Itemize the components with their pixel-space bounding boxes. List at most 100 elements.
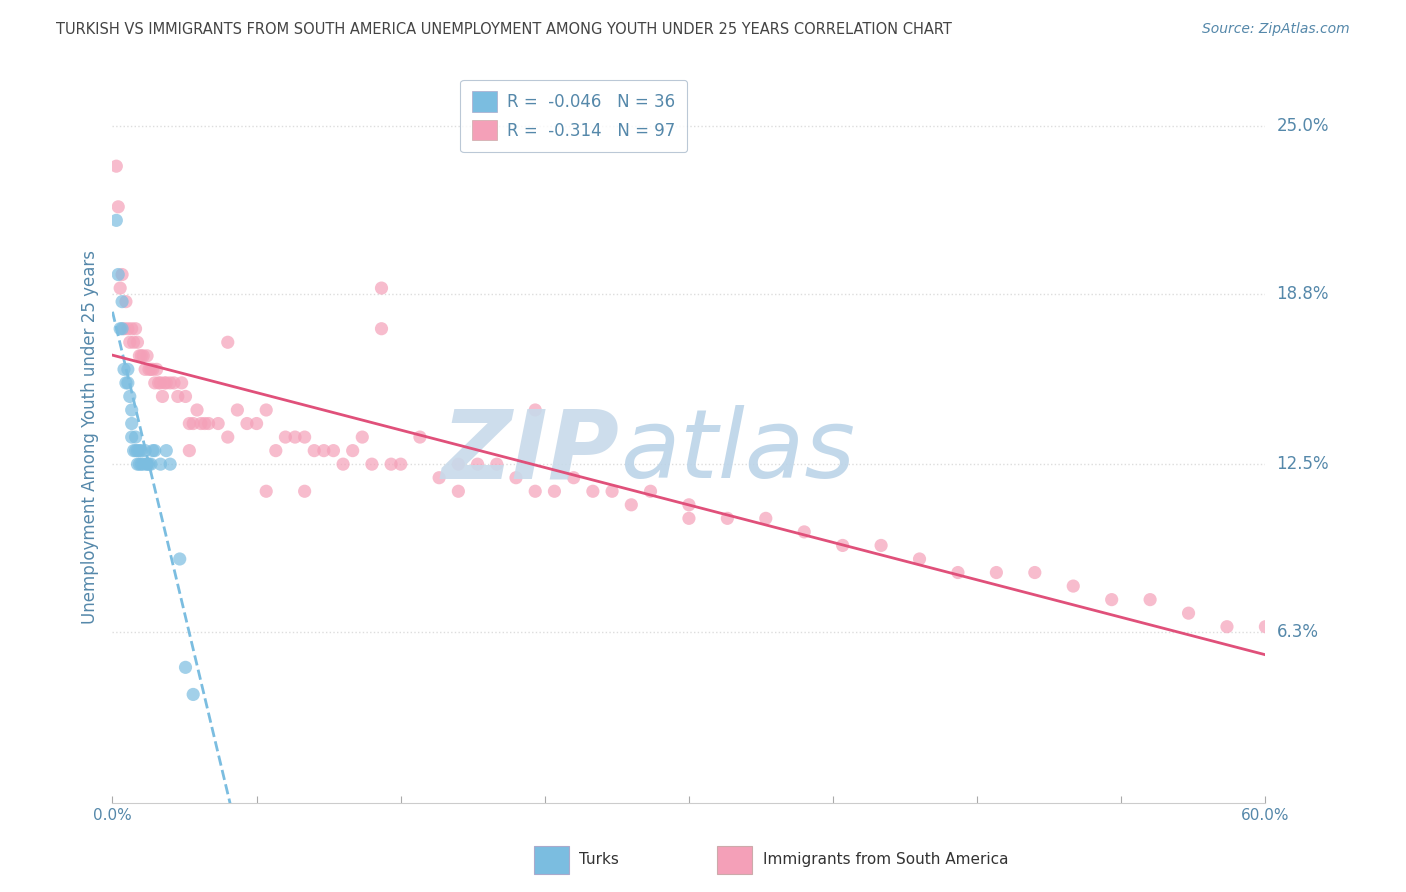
Point	[118, 335, 141, 350]
Point	[115, 376, 138, 390]
Point	[117, 362, 139, 376]
Point	[181, 688, 204, 702]
Point	[640, 484, 662, 499]
Point	[352, 430, 374, 444]
Point	[524, 484, 547, 499]
Point	[124, 430, 146, 444]
Point	[312, 443, 335, 458]
Point	[122, 443, 145, 458]
Point	[138, 362, 160, 376]
Point	[143, 376, 166, 390]
Point	[148, 376, 170, 390]
Text: Source: ZipAtlas.com: Source: ZipAtlas.com	[1202, 22, 1350, 37]
Point	[332, 457, 354, 471]
Point	[678, 511, 700, 525]
Point	[128, 349, 150, 363]
Point	[111, 294, 134, 309]
Point	[128, 457, 150, 471]
Point	[389, 457, 412, 471]
Point	[946, 566, 969, 580]
Text: ZIP: ZIP	[441, 405, 620, 499]
Point	[166, 389, 188, 403]
Point	[264, 443, 287, 458]
Point	[145, 362, 167, 376]
Point	[139, 362, 162, 376]
Point	[294, 430, 316, 444]
Point	[107, 268, 129, 282]
Point	[108, 281, 131, 295]
Point	[562, 471, 585, 485]
Point	[159, 376, 181, 390]
Point	[190, 417, 212, 431]
Legend: R =  -0.046   N = 36, R =  -0.314   N = 97: R = -0.046 N = 36, R = -0.314 N = 97	[460, 79, 688, 152]
Point	[1139, 592, 1161, 607]
Point	[138, 457, 160, 471]
Point	[149, 376, 172, 390]
Text: 12.5%: 12.5%	[1277, 455, 1329, 473]
Point	[112, 362, 135, 376]
Point	[181, 417, 204, 431]
Text: Turks: Turks	[579, 853, 619, 867]
Text: 25.0%: 25.0%	[1277, 117, 1329, 135]
Point	[505, 471, 527, 485]
Point	[716, 511, 738, 525]
Point	[226, 403, 249, 417]
Point	[620, 498, 643, 512]
Point	[600, 484, 623, 499]
Point	[111, 268, 134, 282]
Text: 6.3%: 6.3%	[1277, 624, 1319, 641]
Point	[1024, 566, 1046, 580]
Point	[908, 552, 931, 566]
Point	[163, 376, 186, 390]
Text: TURKISH VS IMMIGRANTS FROM SOUTH AMERICA UNEMPLOYMENT AMONG YOUTH UNDER 25 YEARS: TURKISH VS IMMIGRANTS FROM SOUTH AMERICA…	[56, 22, 952, 37]
Point	[174, 389, 197, 403]
Point	[127, 457, 149, 471]
Point	[174, 660, 197, 674]
Point	[236, 417, 259, 431]
Point	[155, 443, 177, 458]
Point	[274, 430, 297, 444]
Point	[121, 322, 143, 336]
Point	[197, 417, 219, 431]
Point	[678, 498, 700, 512]
Point	[121, 430, 143, 444]
Point	[194, 417, 217, 431]
Point	[447, 484, 470, 499]
Point	[134, 443, 156, 458]
Point	[342, 443, 364, 458]
Point	[169, 552, 191, 566]
Point	[485, 457, 508, 471]
Point	[467, 457, 489, 471]
Point	[142, 443, 165, 458]
Point	[155, 376, 177, 390]
Point	[207, 417, 229, 431]
Point	[217, 430, 239, 444]
Point	[117, 322, 139, 336]
Point	[361, 457, 384, 471]
Point	[793, 524, 815, 539]
Point	[582, 484, 605, 499]
Point	[284, 430, 307, 444]
Point	[149, 457, 172, 471]
Point	[132, 457, 155, 471]
Point	[170, 376, 193, 390]
Point	[153, 376, 176, 390]
Point	[159, 457, 181, 471]
Point	[134, 362, 156, 376]
Point	[129, 349, 153, 363]
Point	[136, 349, 159, 363]
Point	[105, 159, 128, 173]
Point	[322, 443, 344, 458]
Point	[108, 322, 131, 336]
Point	[122, 335, 145, 350]
Point	[427, 471, 450, 485]
Point	[986, 566, 1008, 580]
Point	[136, 457, 159, 471]
Point	[1216, 620, 1239, 634]
Point	[1062, 579, 1084, 593]
Point	[1177, 606, 1199, 620]
Point	[128, 443, 150, 458]
Point	[217, 335, 239, 350]
Point	[105, 213, 128, 227]
Point	[543, 484, 565, 499]
